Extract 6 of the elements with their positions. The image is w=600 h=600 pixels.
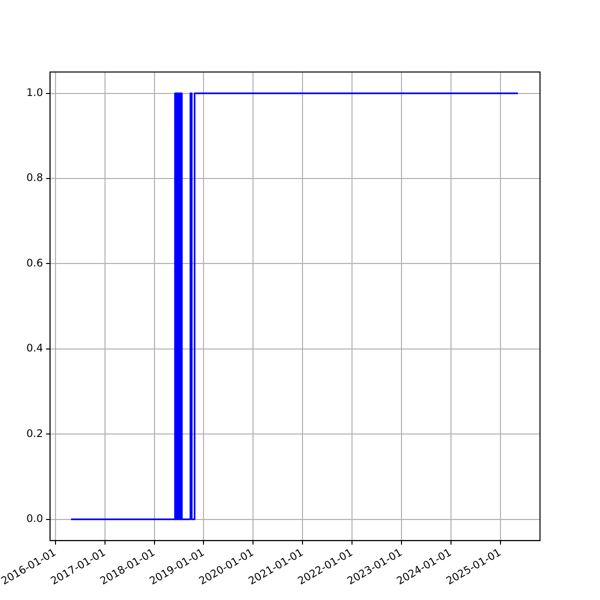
y-tick-label: 0.8 (26, 172, 44, 184)
y-tick-label: 0.4 (26, 342, 44, 355)
y-tick-label: 0.6 (26, 257, 44, 270)
y-tick-label: 1.0 (26, 87, 44, 100)
y-tick-label: 0.2 (26, 428, 44, 440)
y-tick-label: 0.0 (26, 513, 44, 526)
